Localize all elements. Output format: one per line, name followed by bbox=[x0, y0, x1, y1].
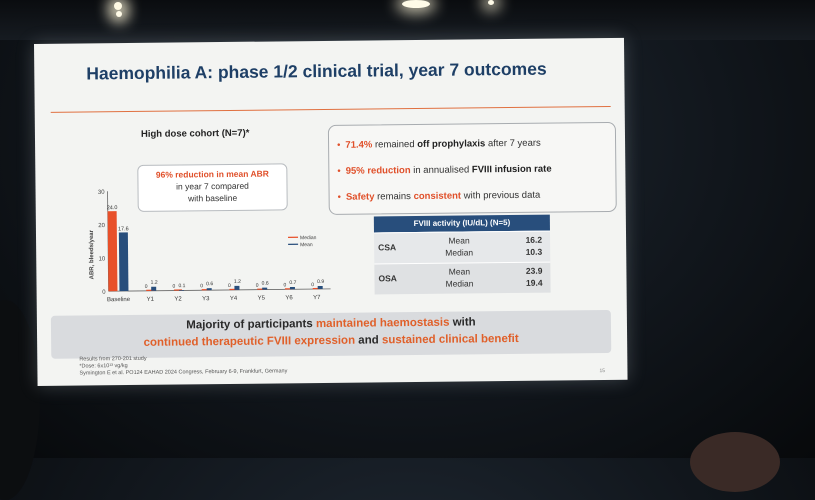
x-tick-label: Y3 bbox=[202, 296, 210, 302]
finding-text: in annualised bbox=[411, 164, 472, 176]
legend-label: Mean bbox=[300, 242, 313, 248]
banner-text: and bbox=[355, 334, 382, 346]
ceiling-light-left bbox=[114, 2, 122, 10]
x-tick-label: Y4 bbox=[230, 296, 238, 302]
bar-mean bbox=[318, 286, 323, 289]
y-tick-label: 20 bbox=[98, 223, 105, 229]
mean-label: Mean bbox=[434, 235, 484, 246]
bar-mean bbox=[234, 286, 239, 290]
data-label: 0 bbox=[283, 282, 286, 288]
y-tick-label: 10 bbox=[99, 256, 106, 262]
finding-highlight: 95% reduction bbox=[346, 165, 411, 177]
ceiling-light-right bbox=[488, 0, 494, 5]
finding-highlight-2: consistent bbox=[413, 191, 461, 202]
median-value: 10.3 bbox=[526, 247, 543, 257]
ceiling-light-center bbox=[402, 0, 430, 8]
data-label: 0 bbox=[173, 284, 176, 290]
finding-bold: FVIII infusion rate bbox=[472, 164, 552, 176]
banner-highlight: continued therapeutic FVIII expression bbox=[144, 335, 356, 349]
banner-text: with bbox=[449, 316, 475, 328]
data-label: 0 bbox=[200, 283, 203, 289]
title-divider bbox=[51, 106, 611, 113]
ceiling-light-left-2 bbox=[116, 11, 122, 17]
y-tick-label: 0 bbox=[102, 290, 106, 296]
bar-mean bbox=[207, 288, 212, 290]
callout-highlight: 96% reduction in mean ABR bbox=[156, 169, 269, 180]
data-label: 17.6 bbox=[118, 226, 129, 232]
data-label: 1.2 bbox=[234, 279, 241, 285]
banner-highlight: maintained haemostasis bbox=[316, 317, 450, 330]
data-label: 24.0 bbox=[107, 205, 118, 211]
finding-highlight: 71.4% bbox=[345, 139, 372, 150]
bar-mean bbox=[262, 288, 267, 290]
page-number: 15 bbox=[599, 368, 605, 374]
row-label: OSA bbox=[378, 273, 397, 283]
x-axis bbox=[109, 289, 331, 291]
finding-highlight: Safety bbox=[346, 191, 375, 202]
bar-mean bbox=[179, 290, 184, 291]
y-axis-label: ABR, bleeds/year bbox=[89, 229, 96, 279]
bar-mean bbox=[290, 287, 295, 289]
finding-item: • 95% reduction in annualised FVIII infus… bbox=[337, 164, 551, 177]
x-tick-label: Y6 bbox=[285, 295, 293, 301]
data-label: 0.9 bbox=[317, 279, 324, 285]
data-label: 0.7 bbox=[289, 280, 296, 286]
conclusion-banner: Majority of participants maintained haem… bbox=[51, 310, 611, 359]
x-tick-label: Baseline bbox=[107, 297, 131, 303]
banner-text: Majority of participants bbox=[186, 318, 316, 331]
cohort-label: High dose cohort (N=7)* bbox=[141, 128, 250, 140]
finding-item: • 71.4% remained off prophylaxis after 7 … bbox=[337, 138, 541, 151]
finding-text: remains bbox=[374, 191, 413, 202]
x-tick-label: Y7 bbox=[313, 295, 321, 301]
y-tick-label: 30 bbox=[98, 190, 105, 196]
data-label: 0 bbox=[311, 282, 314, 288]
median-label: Median bbox=[434, 278, 484, 289]
audience-shadow-left bbox=[0, 300, 40, 500]
fviii-activity-table: FVIII activity (IU/dL) (N=5) CSA Mean 16… bbox=[374, 215, 551, 295]
data-label: 0 bbox=[228, 283, 231, 289]
fviii-table-header: FVIII activity (IU/dL) (N=5) bbox=[374, 215, 550, 233]
data-label: 0.1 bbox=[178, 283, 185, 289]
legend-label: Median bbox=[300, 235, 317, 241]
mean-value: 23.9 bbox=[526, 266, 543, 276]
audience-head-right bbox=[690, 432, 780, 492]
finding-item: • Safety remains consistent with previous… bbox=[338, 190, 541, 203]
row-label: CSA bbox=[378, 242, 396, 252]
bullet-dot: • bbox=[337, 140, 340, 151]
finding-text: remained bbox=[372, 139, 417, 150]
median-label: Median bbox=[434, 247, 484, 258]
x-tick-label: Y1 bbox=[147, 297, 155, 303]
presentation-slide: Haemophilia A: phase 1/2 clinical trial,… bbox=[34, 38, 628, 386]
key-findings-box: • 71.4% remained off prophylaxis after 7 … bbox=[328, 122, 617, 215]
mean-label: Mean bbox=[434, 266, 484, 277]
slide-title: Haemophilia A: phase 1/2 clinical trial,… bbox=[86, 58, 606, 84]
table-row-csa: CSA Mean 16.2 Median 10.3 bbox=[374, 231, 550, 264]
data-label: 1.2 bbox=[151, 280, 158, 286]
mean-value: 16.2 bbox=[525, 235, 542, 245]
median-value: 19.4 bbox=[526, 278, 543, 288]
data-label: 0 bbox=[145, 284, 148, 290]
finding-text-end: after 7 years bbox=[485, 138, 541, 150]
data-label: 0 bbox=[256, 283, 259, 289]
abr-bar-chart: 0 10 20 30 ABR, bleeds/year Baseline 24.0 17.6 Y… bbox=[79, 181, 340, 314]
x-tick-label: Y2 bbox=[174, 296, 182, 302]
data-label: 0.6 bbox=[206, 281, 213, 287]
data-label: 0.6 bbox=[262, 281, 269, 287]
finding-bold: off prophylaxis bbox=[417, 138, 485, 150]
x-tick-label: Y5 bbox=[258, 296, 266, 302]
bar-baseline-median bbox=[108, 211, 118, 291]
banner-highlight: sustained clinical benefit bbox=[382, 333, 519, 346]
bar-baseline-mean bbox=[119, 232, 129, 291]
footnotes: Results from 270-201 study *Dose: 6x10¹³… bbox=[79, 354, 287, 377]
bar-mean bbox=[151, 287, 156, 291]
bullet-dot: • bbox=[337, 166, 340, 177]
footnote: Symington E et al. PO124 EAHAD 2024 Cong… bbox=[79, 368, 287, 377]
table-row-osa: OSA Mean 23.9 Median 19.4 bbox=[374, 262, 550, 295]
bullet-dot: • bbox=[338, 192, 341, 203]
finding-text-end: with previous data bbox=[461, 190, 540, 202]
